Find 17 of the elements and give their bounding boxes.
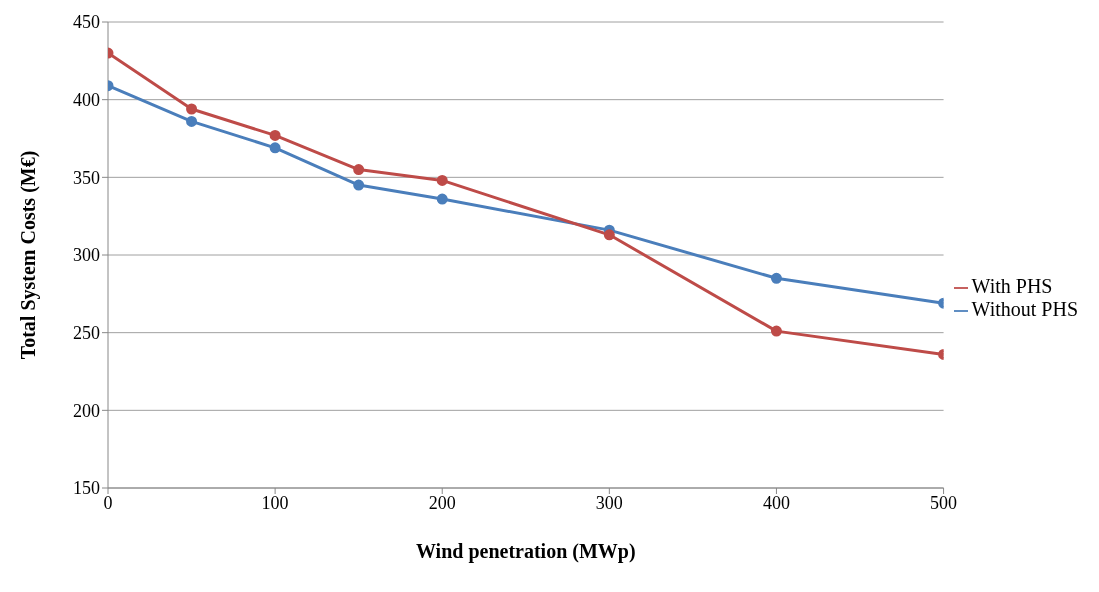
y-tick-label: 450 (73, 12, 100, 33)
x-tick-label: 400 (762, 492, 790, 513)
legend-label: With PHS (971, 275, 1053, 297)
y-tick-label: 400 (73, 90, 100, 111)
x-tick-label: 500 (930, 492, 958, 513)
y-tick-label: 250 (73, 323, 100, 344)
x-axis-title: Wind penetration (MWp) (415, 540, 636, 563)
y-axis-title: Total System Costs (M€) (17, 150, 41, 360)
y-tick-label: 350 (73, 167, 100, 188)
y-tick-label: 300 (73, 245, 100, 266)
x-tick-label: 200 (428, 492, 456, 513)
legend-label: Without PHS (971, 298, 1078, 320)
y-tick-label: 200 (73, 400, 100, 421)
x-tick-label: 0 (103, 492, 113, 513)
x-tick-label: 100 (261, 492, 289, 513)
x-tick-label: 300 (595, 492, 623, 513)
y-tick-label: 150 (73, 478, 100, 499)
